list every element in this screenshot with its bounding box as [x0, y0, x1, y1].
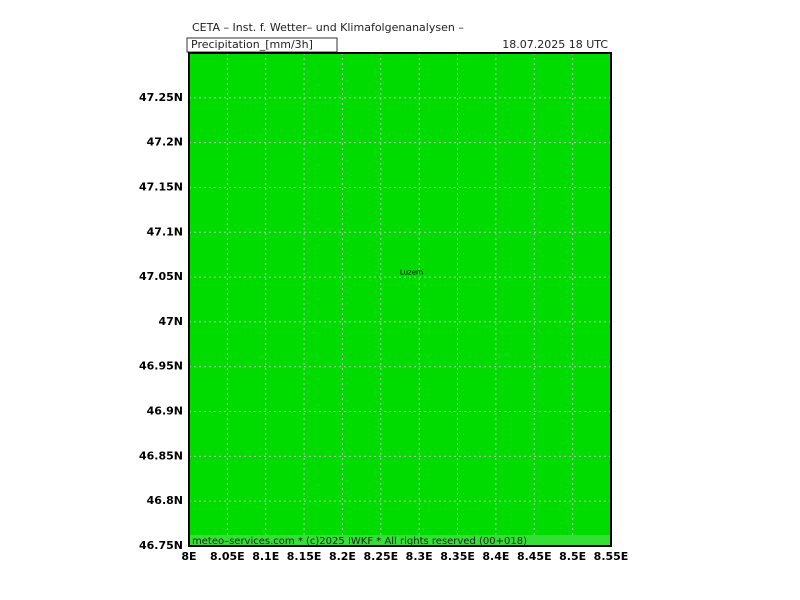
lon-tick-label: 8.2E [329, 550, 356, 563]
lon-tick-label: 8.25E [363, 550, 398, 563]
header-title: CETA – Inst. f. Wetter– und Klimafolgena… [192, 21, 464, 34]
lat-tick-label: 46.75N [139, 539, 183, 552]
lon-tick-label: 8.5E [559, 550, 586, 563]
lon-tick-label: 8.55E [594, 550, 629, 563]
footer-band [189, 535, 611, 546]
map-area [189, 53, 611, 546]
lon-tick-label: 8.35E [440, 550, 475, 563]
lat-tick-label: 47N [158, 315, 183, 328]
lon-tick-label: 8.05E [210, 550, 245, 563]
footer: meteo–services.com * (c)2025 IWKF * All … [192, 536, 527, 547]
lon-tick-label: 8.3E [406, 550, 433, 563]
map-frame [188, 52, 612, 547]
lat-tick-label: 47.25N [139, 91, 183, 104]
lon-tick-label: 8.45E [517, 550, 552, 563]
city-label: Luzern [400, 269, 423, 277]
lat-tick-label: 47.2N [147, 136, 183, 149]
lat-tick-label: 46.8N [147, 494, 183, 507]
lon-tick-label: 8.15E [287, 550, 322, 563]
lon-tick-label: 8.1E [252, 550, 279, 563]
date-label: 18.07.2025 18 UTC [502, 38, 608, 51]
lat-tick-label: 47.05N [139, 270, 183, 283]
lon-tick-label: 8E [181, 550, 196, 563]
lat-tick-label: 46.95N [139, 360, 183, 373]
lat-tick-label: 47.1N [147, 225, 183, 238]
lon-tick-label: 8.4E [482, 550, 509, 563]
lat-tick-label: 46.9N [147, 405, 183, 418]
lat-tick-label: 46.85N [139, 449, 183, 462]
variable-label: Precipitation_[mm/3h] [191, 38, 313, 51]
lat-tick-label: 47.15N [139, 180, 183, 193]
